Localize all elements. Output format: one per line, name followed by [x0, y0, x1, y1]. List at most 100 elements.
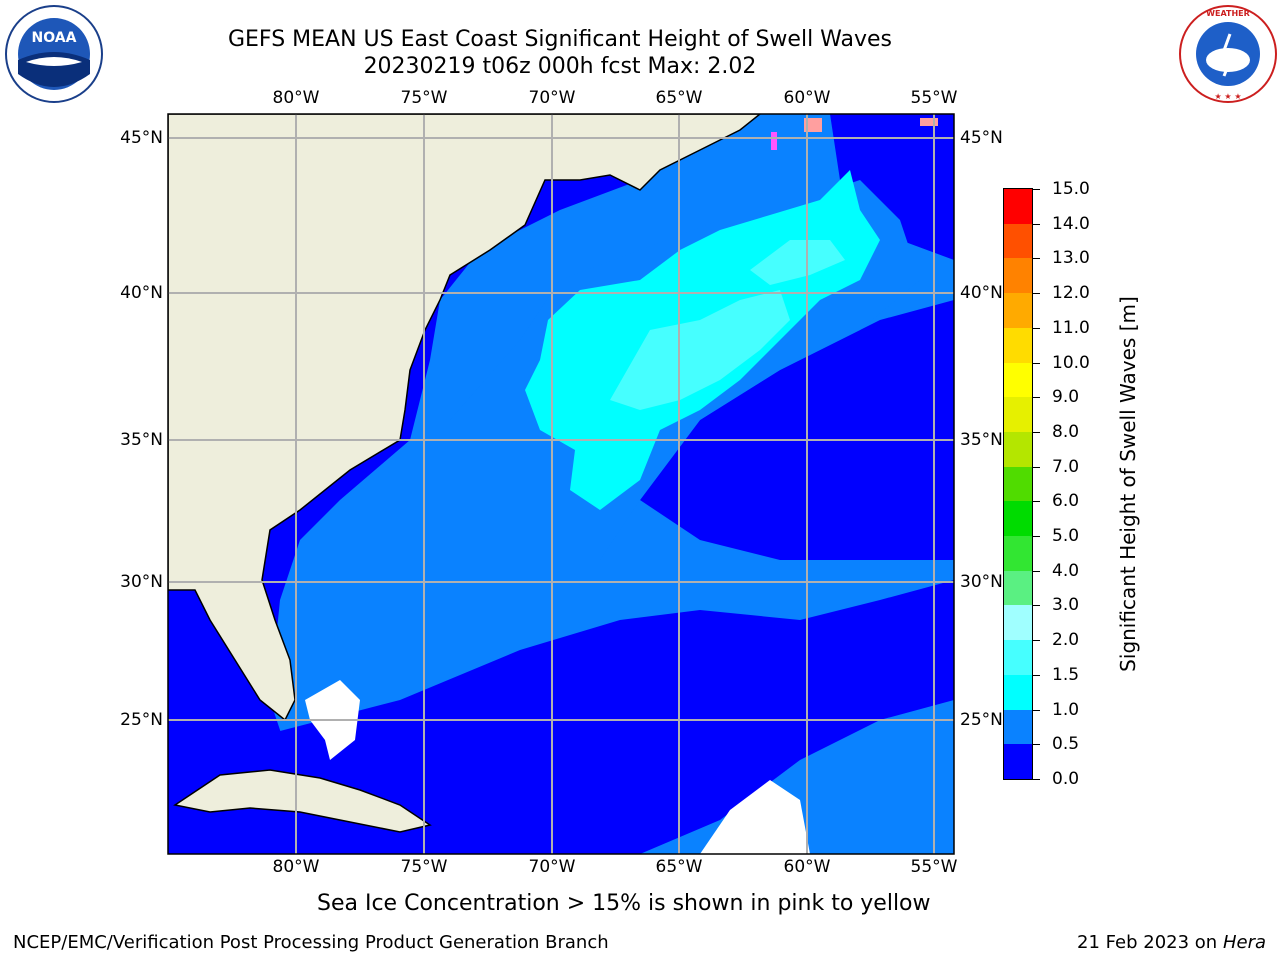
lat-label-left: 40°N — [120, 283, 163, 303]
colorbar-tick-label: 14.0 — [1052, 213, 1090, 234]
noaa-logo: NOAA — [5, 5, 103, 103]
colorbar-tick-label: 11.0 — [1052, 317, 1090, 338]
colorbar-tick-label: 1.0 — [1052, 699, 1080, 720]
colorbar-tick-label: 15.0 — [1052, 179, 1090, 199]
colorbar-tick-label: 0.0 — [1052, 769, 1080, 789]
colorbar-tick-label: 3.0 — [1052, 595, 1080, 616]
colorbar-tick-label: 7.0 — [1052, 456, 1080, 477]
colorbar-tick — [1033, 640, 1040, 642]
colorbar-tick — [1033, 744, 1040, 746]
colorbar-segment — [1004, 396, 1032, 432]
lon-label-top: 55°W — [910, 88, 958, 108]
lat-label-right: 45°N — [960, 128, 1003, 148]
colorbar-tick — [1033, 466, 1040, 468]
svg-text:★ ★ ★: ★ ★ ★ — [1214, 92, 1241, 101]
swell-band-low-south — [168, 580, 954, 854]
colorbar-tick-label: 1.5 — [1052, 664, 1080, 685]
colorbar-tick — [1033, 397, 1040, 399]
lon-label-bottom: 75°W — [400, 857, 448, 877]
lon-label-top: 70°W — [528, 88, 576, 108]
page-title-line1: GEFS MEAN US East Coast Significant Heig… — [227, 27, 893, 52]
colorbar-tick — [1033, 674, 1040, 676]
colorbar-tick-label: 4.0 — [1052, 560, 1080, 581]
swell-band-1_5-2 — [610, 290, 790, 410]
colorbar-segment — [1004, 674, 1032, 710]
lon-label-top: 65°W — [655, 88, 703, 108]
nws-logo: WEATHER ★ ★ ★ — [1179, 5, 1277, 103]
lat-label-left: 45°N — [120, 128, 163, 148]
footer-date: 21 Feb 2023 on Hera — [1077, 932, 1266, 953]
colorbar — [1003, 188, 1033, 780]
lat-label-left: 35°N — [120, 430, 163, 450]
lon-label-bottom: 70°W — [528, 857, 576, 877]
colorbar-tick — [1033, 258, 1040, 260]
caribbean-no-data — [700, 780, 810, 854]
map-frame — [167, 113, 955, 855]
colorbar-tick-label: 8.0 — [1052, 421, 1080, 442]
lat-label-right: 35°N — [960, 430, 1003, 450]
colorbar-tick — [1033, 362, 1040, 364]
colorbar-segment — [1004, 535, 1032, 571]
colorbar-segment — [1004, 466, 1032, 502]
colorbar-tick — [1033, 779, 1040, 780]
colorbar-tick — [1033, 570, 1040, 572]
lon-label-bottom: 55°W — [910, 857, 958, 877]
colorbar-segment — [1004, 604, 1032, 641]
footer-host: Hera — [1222, 932, 1266, 953]
swell-band-low-east — [640, 300, 954, 560]
swell-band-low-ne — [830, 114, 954, 260]
sea-ice-patch — [771, 132, 777, 150]
colorbar-segment — [1004, 743, 1032, 779]
colorbar-segment — [1004, 362, 1032, 398]
lat-label-left: 30°N — [120, 572, 163, 592]
colorbar-tick — [1033, 293, 1040, 295]
lon-label-top: 60°W — [783, 88, 831, 108]
colorbar-segment — [1004, 431, 1032, 467]
colorbar-segment — [1004, 188, 1032, 224]
lat-label-right: 30°N — [960, 572, 1003, 592]
colorbar-tick — [1033, 327, 1040, 329]
sea-ice-patch — [920, 118, 938, 126]
footer-date-text: 21 Feb 2023 on — [1077, 932, 1218, 953]
colorbar-title: Significant Height of Swell Waves [m] — [1116, 296, 1140, 672]
colorbar-segment — [1004, 709, 1032, 745]
lon-label-bottom: 65°W — [655, 857, 703, 877]
colorbar-tick — [1033, 605, 1040, 607]
colorbar-tick-label: 5.0 — [1052, 526, 1080, 547]
footer-credit: NCEP/EMC/Verification Post Processing Pr… — [13, 932, 609, 953]
svg-text:WEATHER: WEATHER — [1206, 9, 1250, 18]
colorbar-tick — [1033, 189, 1040, 190]
lon-label-bottom: 60°W — [783, 857, 831, 877]
page-title-line2: 20230219 t06z 000h fcst Max: 2.02 — [363, 54, 757, 79]
lat-label-right: 25°N — [960, 710, 1003, 730]
lon-label-top: 80°W — [272, 88, 320, 108]
lon-label-top: 75°W — [400, 88, 448, 108]
colorbar-segment — [1004, 639, 1032, 675]
colorbar-segment — [1004, 257, 1032, 294]
colorbar-tick-label: 13.0 — [1052, 248, 1090, 269]
colorbar-tick — [1033, 709, 1040, 711]
colorbar-tick-label: 12.0 — [1052, 283, 1090, 304]
lat-label-right: 40°N — [960, 283, 1003, 303]
colorbar-tick-label: 0.5 — [1052, 734, 1080, 755]
colorbar-tick — [1033, 501, 1040, 503]
swell-band-1_5-2-north — [750, 240, 845, 285]
land-us-east-coast — [168, 114, 762, 722]
colorbar-tick — [1033, 536, 1040, 538]
land-cuba — [173, 769, 432, 833]
colorbar-segment — [1004, 500, 1032, 537]
svg-text:NOAA: NOAA — [32, 30, 77, 46]
lon-label-bottom: 80°W — [272, 857, 320, 877]
colorbar-tick — [1033, 223, 1040, 225]
lat-label-left: 25°N — [120, 710, 163, 730]
colorbar-segment — [1004, 223, 1032, 259]
sea-ice-note: Sea Ice Concentration > 15% is shown in … — [317, 891, 931, 916]
colorbar-segment — [1004, 292, 1032, 328]
colorbar-tick-label: 6.0 — [1052, 491, 1080, 512]
colorbar-segment — [1004, 570, 1032, 606]
colorbar-tick-label: 9.0 — [1052, 387, 1080, 408]
colorbar-tick — [1033, 431, 1040, 433]
colorbar-tick-label: 10.0 — [1052, 352, 1090, 373]
sea-ice-patch — [804, 118, 822, 132]
